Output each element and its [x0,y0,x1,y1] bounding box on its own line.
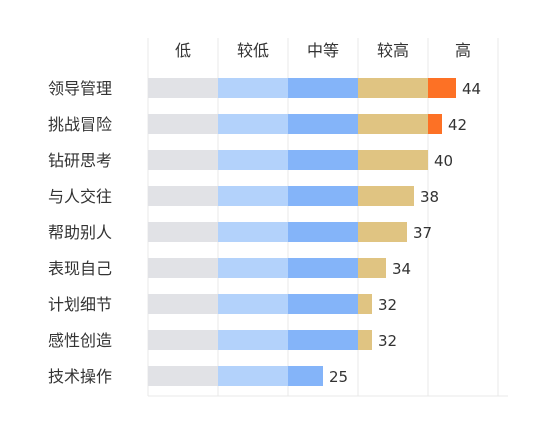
category-label: 表现自己 [48,259,112,278]
data-label: 34 [392,260,411,278]
bar-segment [288,294,358,314]
bar-segment [288,114,358,134]
bar-segment [218,114,288,134]
bar-segment [148,330,218,350]
bar-segment [218,258,288,278]
category-label: 挑战冒险 [48,115,112,134]
bar-segment [218,186,288,206]
band-label: 较高 [377,41,409,60]
bar-segment [148,258,218,278]
bar-segment [148,222,218,242]
data-label: 38 [420,188,439,206]
category-label: 钻研思考 [48,151,112,170]
bar-segment [288,186,358,206]
bar-segment [148,78,218,98]
band-label: 低 [175,41,191,60]
bar-segment [428,78,456,98]
bar-segment [218,366,288,386]
data-label: 32 [378,296,397,314]
category-label: 帮助别人 [48,223,112,242]
bar-segment [288,222,358,242]
bar-segment [358,150,428,170]
bar-segment [288,366,323,386]
bar-segment [358,78,428,98]
bar-segment [148,366,218,386]
bar-segment [358,294,372,314]
bar-segment [358,114,428,134]
category-label: 技术操作 [48,367,112,386]
bar-segment [288,78,358,98]
bar-segment [218,330,288,350]
bar-segment [288,330,358,350]
data-label: 32 [378,332,397,350]
data-label: 44 [462,80,481,98]
bar-segment [218,294,288,314]
bar-segment [218,78,288,98]
band-label: 中等 [307,41,339,60]
bar-segment [288,258,358,278]
bar-segment [148,294,218,314]
category-label: 与人交往 [48,187,112,206]
bar-segment [148,114,218,134]
data-label: 37 [413,224,432,242]
data-label: 40 [434,152,453,170]
bar-segment [148,186,218,206]
bar-segment [288,150,358,170]
bar-segment [358,186,414,206]
band-label: 较低 [237,41,269,60]
bar-segment [358,222,407,242]
category-label: 领导管理 [48,79,112,98]
bar-segment [218,150,288,170]
category-label: 计划细节 [48,295,112,314]
bar-segment [358,258,386,278]
band-label: 高 [455,41,471,60]
data-label: 25 [329,368,348,386]
bar-segment [218,222,288,242]
category-label: 感性创造 [48,331,112,350]
bar-segment [148,150,218,170]
bar-segment [358,330,372,350]
data-label: 42 [448,116,467,134]
bar-segment [428,114,442,134]
